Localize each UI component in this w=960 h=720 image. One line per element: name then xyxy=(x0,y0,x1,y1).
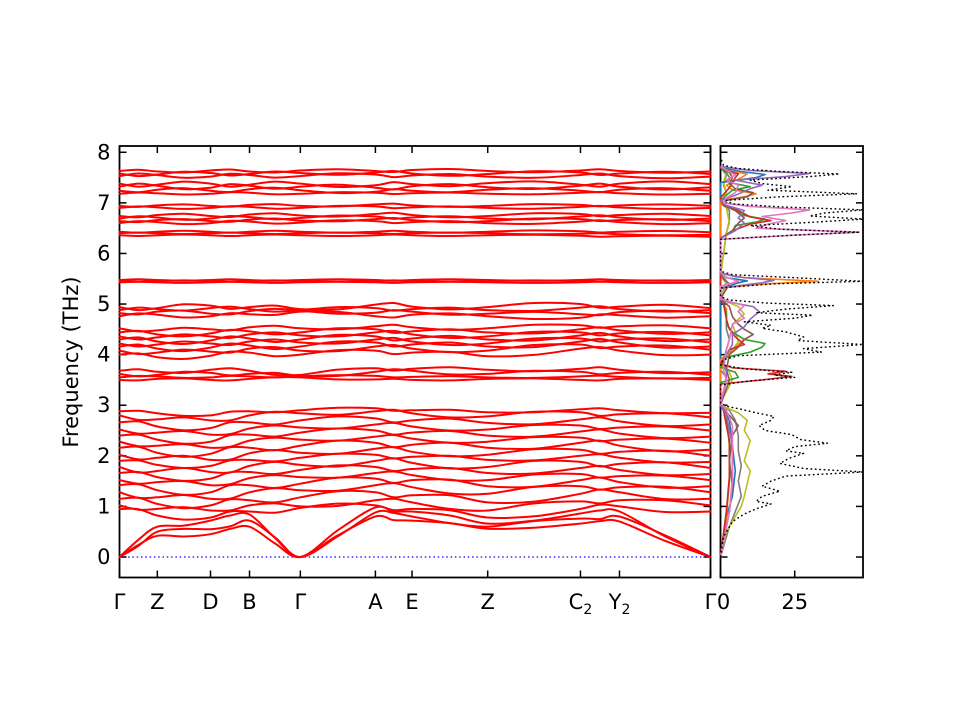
band-curve xyxy=(118,421,712,436)
band-curve xyxy=(118,336,712,348)
x-tick-label: Γ xyxy=(114,590,126,614)
band-curve xyxy=(118,502,712,521)
band-curve xyxy=(118,329,712,341)
band-curve xyxy=(118,337,712,353)
band-curve xyxy=(118,229,712,234)
dos-panel-frame xyxy=(719,145,864,579)
band-curve xyxy=(118,482,712,501)
x-tick-label: D xyxy=(202,590,218,614)
y-tick-label: 5 xyxy=(97,292,110,316)
band-curve xyxy=(118,464,712,482)
dos-panel: 0 25 xyxy=(717,145,864,614)
band-curve xyxy=(118,323,712,333)
y-tick-label: 2 xyxy=(97,444,110,468)
band-curve xyxy=(118,278,712,282)
band-curve xyxy=(118,231,712,237)
band-curve xyxy=(118,415,712,432)
band-curve xyxy=(118,452,712,470)
band-curve xyxy=(118,427,712,445)
dos-x-tick-label: 0 xyxy=(717,590,730,614)
partial-dos-7-curve xyxy=(719,166,754,558)
band-curve xyxy=(118,190,712,196)
x-tick-label: Z xyxy=(150,590,164,614)
y-tick-label: 6 xyxy=(97,241,110,265)
total-dos-curve xyxy=(719,157,864,558)
x-tick-label: E xyxy=(405,590,418,614)
band-curve xyxy=(118,470,712,487)
y-tick-label: 1 xyxy=(97,494,110,518)
band-curve xyxy=(118,434,712,449)
band-curve xyxy=(118,331,712,346)
x-tick-label: C2 xyxy=(569,590,593,618)
band-curve xyxy=(118,408,712,422)
band-curve xyxy=(118,509,712,559)
band-curve xyxy=(118,488,712,510)
band-curve xyxy=(118,406,712,418)
y-tick-label: 7 xyxy=(97,191,110,215)
band-curve xyxy=(118,180,712,188)
x-tick-label: Γ xyxy=(705,590,717,614)
band-curve xyxy=(118,366,712,377)
y-tick-label: 4 xyxy=(97,343,110,367)
partial-dos-9-curve xyxy=(719,165,858,558)
band-curve xyxy=(118,182,712,191)
x-tick-label: B xyxy=(242,590,256,614)
y-tick-label: 3 xyxy=(97,393,110,417)
band-panel-frame xyxy=(118,145,712,579)
x-tick-label: Γ xyxy=(294,590,306,614)
band-curve xyxy=(118,307,712,317)
y-tick-label: 8 xyxy=(97,140,110,164)
band-curve xyxy=(118,374,712,380)
band-curve xyxy=(118,514,712,559)
x-tick-label: Z xyxy=(480,590,494,614)
x-tick-label: A xyxy=(368,590,383,614)
band-curve xyxy=(118,202,712,208)
x-tick-label: Y2 xyxy=(608,590,631,618)
y-axis-label: Frequency (THz) xyxy=(59,276,83,447)
band-curve xyxy=(118,167,712,174)
dos-x-tick-label: 25 xyxy=(781,590,808,614)
band-curve xyxy=(118,301,712,312)
partial-dos-3-curve xyxy=(719,166,766,558)
y-tick-label: 0 xyxy=(97,545,110,569)
band-curve xyxy=(118,505,712,559)
band-curve xyxy=(118,211,712,219)
